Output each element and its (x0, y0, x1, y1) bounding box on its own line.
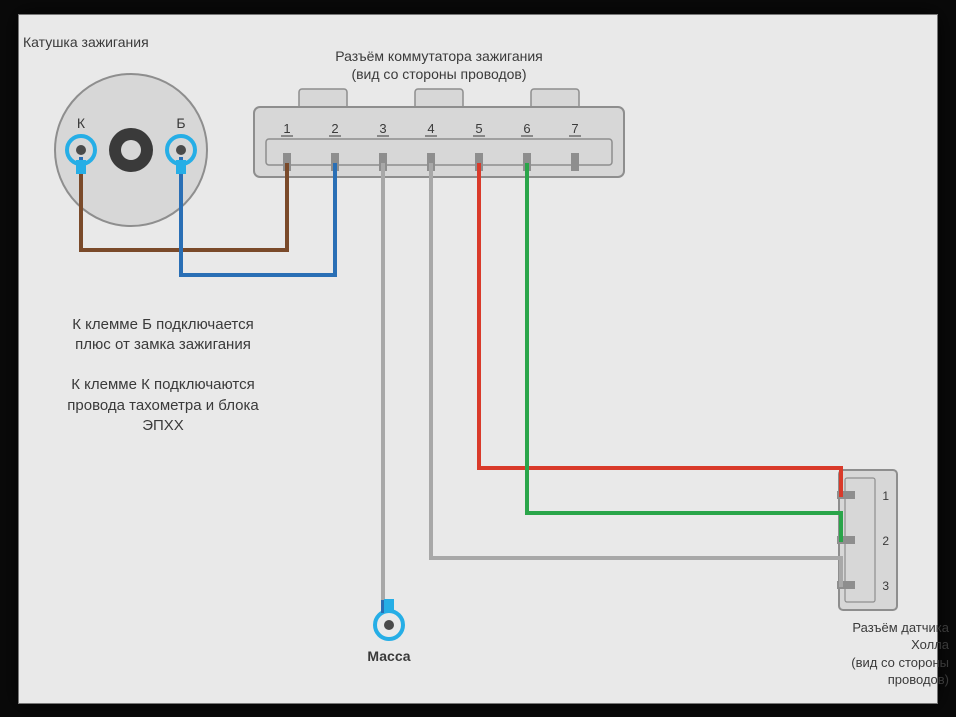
connector-pin-7 (571, 153, 579, 171)
pin-number-7: 7 (571, 121, 578, 136)
pin-number-6: 6 (523, 121, 530, 136)
hall-pin-number-3: 3 (882, 579, 889, 593)
pin-number-1: 1 (283, 121, 290, 136)
pin-number-2: 2 (331, 121, 338, 136)
wire-1 (181, 165, 335, 275)
sleeve-coil-1 (176, 160, 186, 174)
coil-terminal-label-B: Б (176, 115, 185, 131)
wiring-svg: К Б 1 2 3 4 5 6 7 1 2 3 (19, 15, 939, 705)
coil-terminal-label-K: К (77, 115, 86, 131)
hall-pin-number-1: 1 (882, 489, 889, 503)
diagram-canvas: Катушка зажигания Разъём коммутатора заж… (18, 14, 938, 704)
hall-pin-number-2: 2 (882, 534, 889, 548)
wire-7 (527, 165, 841, 540)
wire-8 (431, 165, 841, 585)
pin-number-4: 4 (427, 121, 434, 136)
sleeve-coil-0 (76, 160, 86, 174)
pin-number-5: 5 (475, 121, 482, 136)
pin-number-3: 3 (379, 121, 386, 136)
commutator-connector (254, 107, 624, 177)
sleeve-mass (384, 599, 394, 613)
wire-6 (479, 165, 841, 495)
